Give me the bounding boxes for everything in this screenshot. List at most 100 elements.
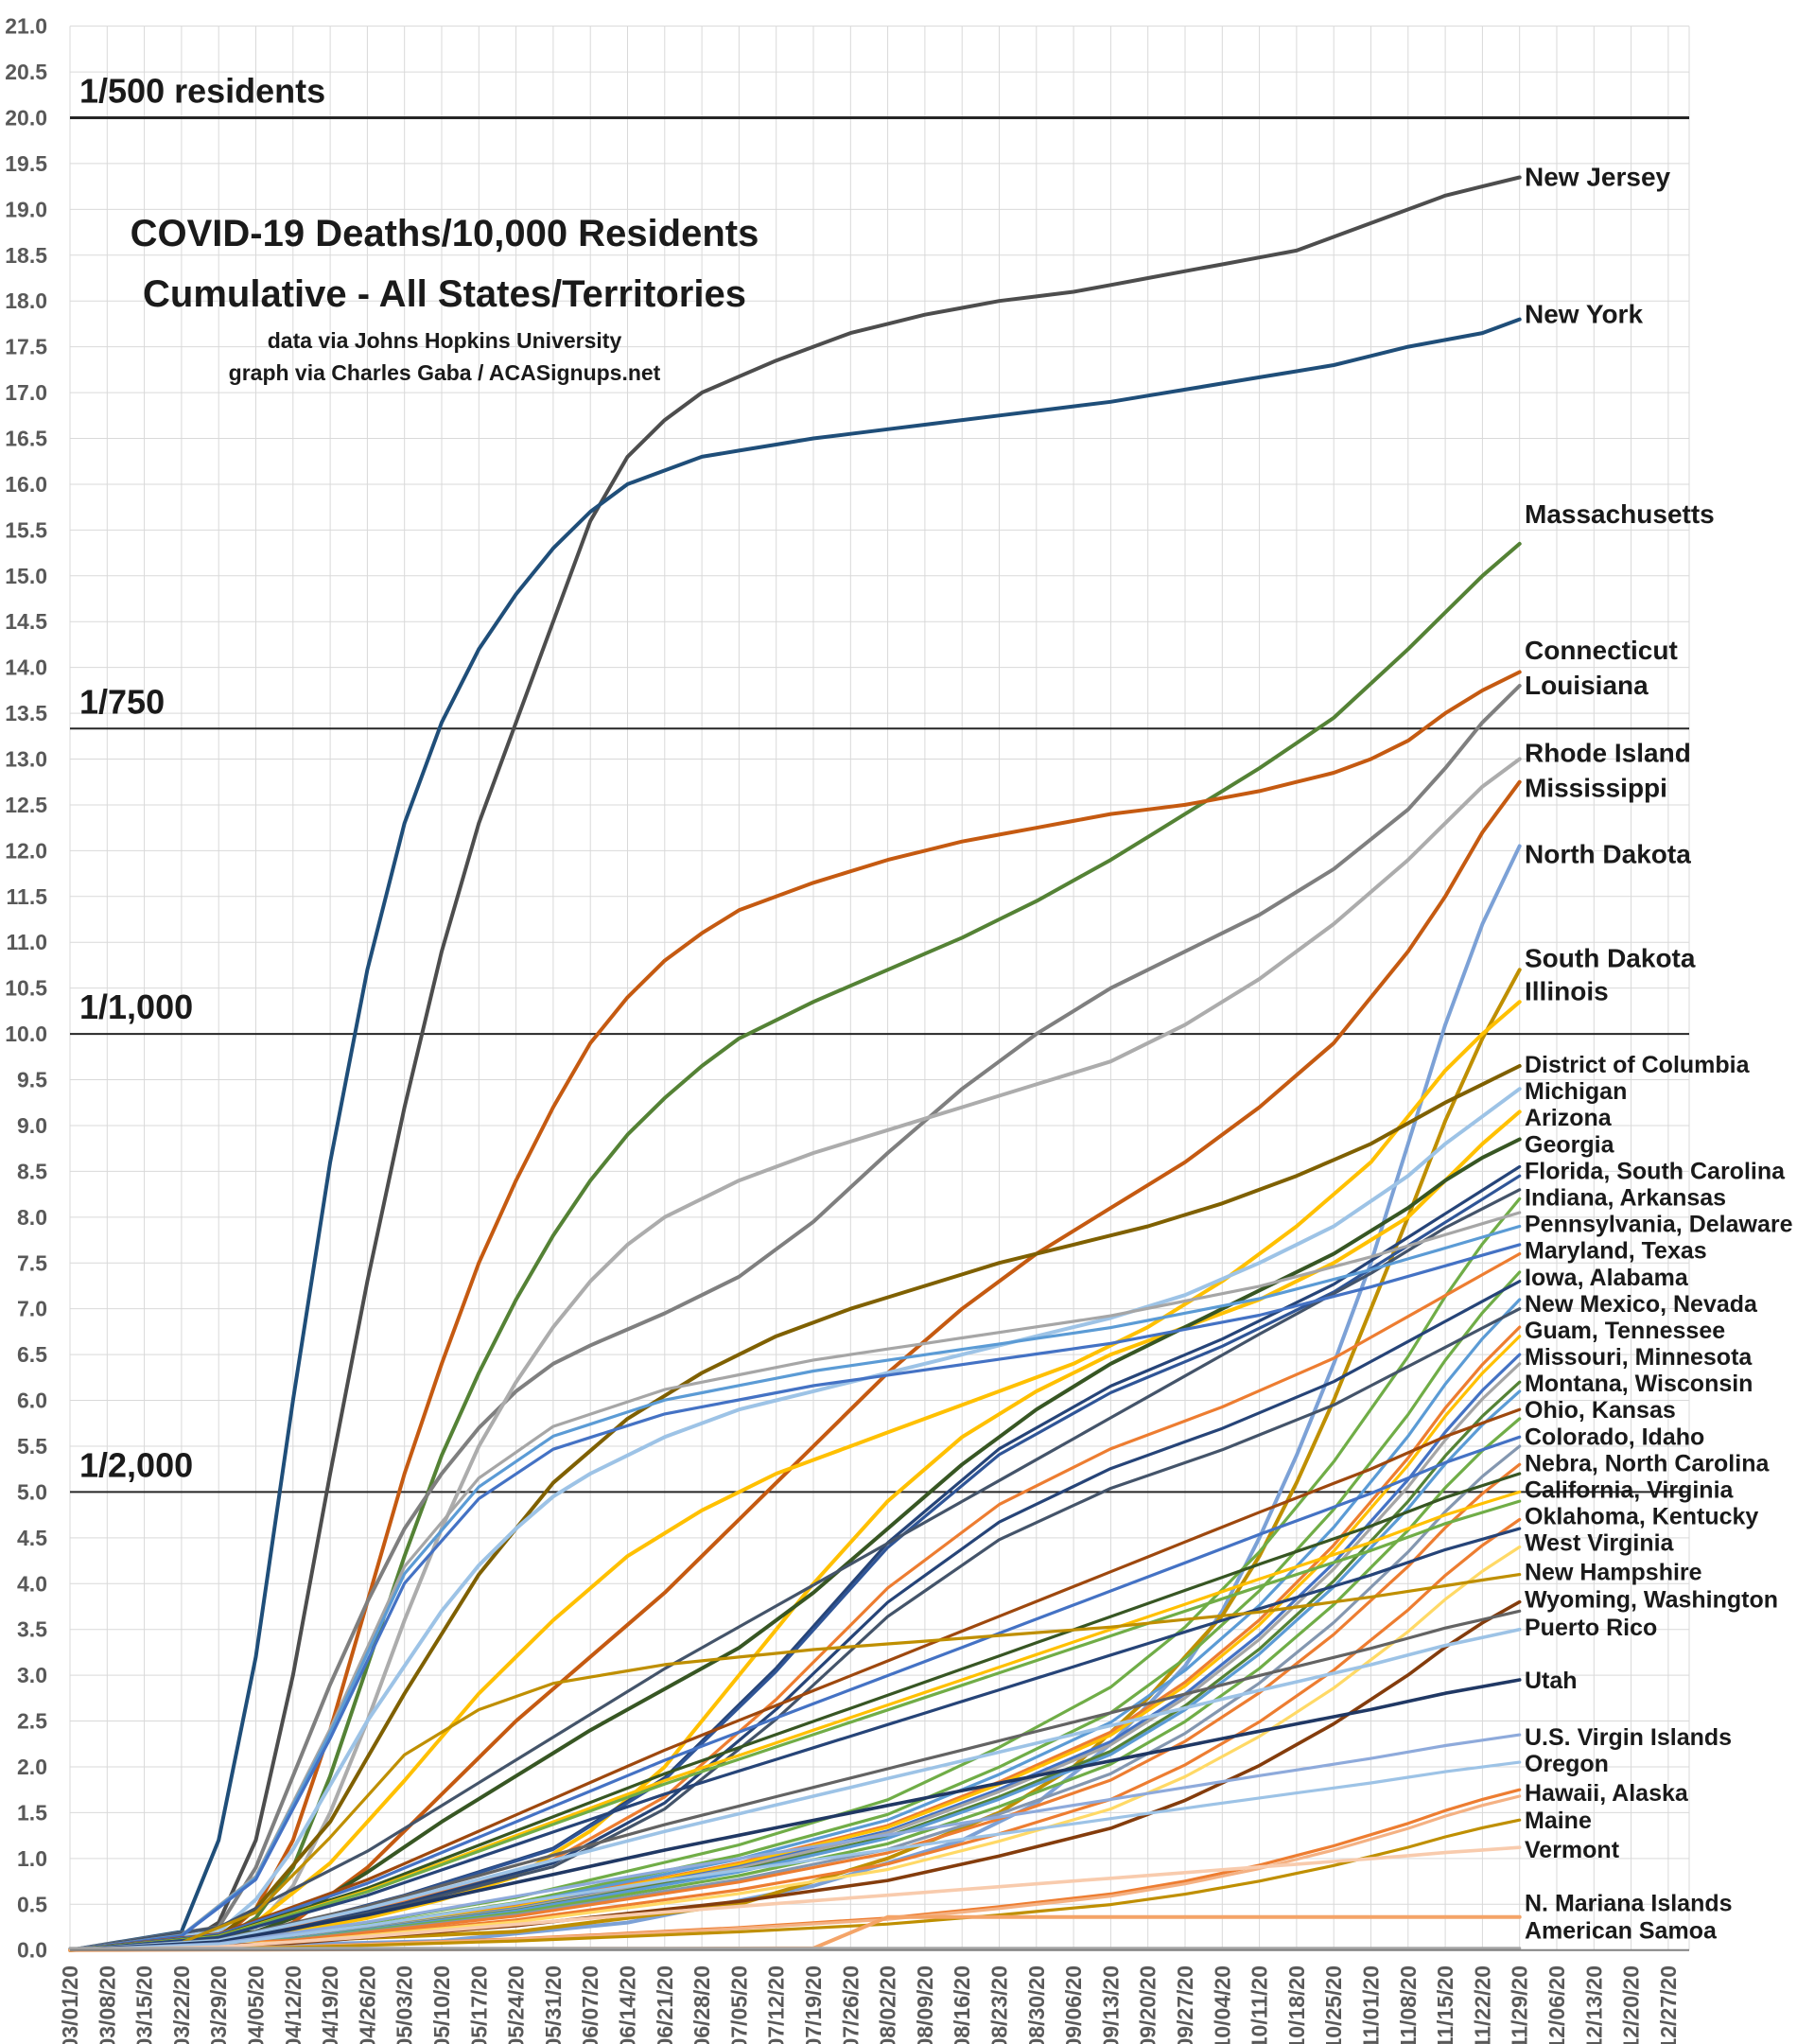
x-axis-tick-label: 04/19/20 [318, 1965, 342, 2044]
series-label: Nebra, North Carolina [1525, 1450, 1770, 1476]
series-line-vermont [68, 1845, 1522, 1952]
y-axis-tick-label: 2.5 [17, 1709, 47, 1734]
y-axis-tick-label: 13.5 [5, 701, 47, 725]
series-line-massachusetts [68, 541, 1522, 1952]
y-axis-tick-label: 17.5 [5, 335, 47, 359]
series-label: Maine [1525, 1808, 1592, 1834]
x-axis-tick-label: 09/13/20 [1098, 1965, 1123, 2044]
reference-line-label: 1/500 residents [79, 72, 325, 111]
x-axis-tick-label: 08/02/20 [876, 1965, 900, 2044]
series-line-district-of-columbia [68, 1064, 1522, 1952]
series-label: Rhode Island [1525, 739, 1691, 768]
x-axis-tick-label: 08/09/20 [913, 1965, 937, 2044]
series-label: Missouri, Minnesota [1525, 1344, 1753, 1371]
series-line-u-s-virgin-islands [68, 1733, 1522, 1952]
x-axis-tick-label: 10/18/20 [1284, 1965, 1309, 2044]
x-axis-tick-label: 11/29/20 [1508, 1965, 1532, 2044]
x-axis-tick-label: 07/26/20 [838, 1965, 863, 2044]
y-axis-tick-label: 17.0 [5, 380, 47, 405]
series-label: Florida, South Carolina [1525, 1158, 1786, 1184]
x-axis-tick-label: 07/05/20 [726, 1965, 751, 2044]
y-axis-tick-label: 16.0 [5, 472, 47, 497]
chart-title-block: COVID-19 Deaths/10,000 Residents Cumulat… [113, 203, 776, 389]
y-axis-tick-label: 0.0 [17, 1938, 47, 1963]
series-line-louisiana [68, 684, 1522, 1952]
x-axis-tick-label: 09/27/20 [1173, 1965, 1197, 2044]
series-line-ohio [68, 1407, 1522, 1952]
x-axis-tick-label: 04/05/20 [244, 1965, 269, 2044]
reference-line-label: 1/2,000 [79, 1445, 193, 1484]
series-label: Georgia [1525, 1131, 1615, 1158]
x-axis-tick-label: 10/25/20 [1321, 1965, 1346, 2044]
series-label: Colorado, Idaho [1525, 1424, 1704, 1450]
x-axis-tick-label: 05/17/20 [466, 1965, 491, 2044]
series-label: North Dakota [1525, 839, 1691, 868]
y-axis-tick-label: 9.0 [17, 1113, 47, 1138]
series-label: Connecticut [1525, 636, 1678, 665]
x-axis-tick-label: 12/27/20 [1656, 1965, 1681, 2044]
series-label: District of Columbia [1525, 1052, 1751, 1078]
y-axis-tick-label: 11.0 [7, 930, 48, 954]
x-axis-tick-label: 07/12/20 [764, 1965, 789, 2044]
series-label: N. Mariana Islands [1525, 1890, 1733, 1916]
x-axis-tick-label: 03/29/20 [206, 1965, 231, 2044]
y-axis-tick-label: 10.5 [5, 976, 47, 1001]
y-axis-tick-label: 8.5 [17, 1159, 47, 1183]
y-axis-tick-label: 16.5 [5, 427, 47, 451]
y-axis-tick-label: 14.0 [5, 655, 47, 680]
x-axis-tick-label: 12/13/20 [1581, 1965, 1606, 2044]
y-axis-tick-label: 10.0 [5, 1022, 47, 1046]
chart-subtitle: Cumulative - All States/Territories [143, 273, 746, 315]
x-axis-tick-label: 05/31/20 [541, 1965, 566, 2044]
x-axis-tick-label: 03/08/20 [95, 1965, 119, 2044]
y-axis-tick-label: 18.5 [5, 243, 47, 268]
y-axis-tick-label: 15.5 [5, 517, 47, 542]
y-axis-tick-label: 14.5 [5, 609, 47, 634]
series-label: New York [1525, 300, 1643, 329]
y-axis-tick-label: 13.0 [5, 747, 47, 772]
y-axis-tick-label: 15.0 [5, 564, 47, 588]
series-label: American Samoa [1525, 1917, 1718, 1944]
series-line-wisconsin [68, 1389, 1522, 1952]
x-axis-tick-label: 06/14/20 [616, 1965, 640, 2044]
series-label: New Hampshire [1525, 1560, 1702, 1586]
x-axis-tick-label: 12/20/20 [1619, 1965, 1644, 2044]
x-axis-tick-label: 10/11/20 [1247, 1965, 1272, 2044]
series-label: South Dakota [1525, 944, 1696, 973]
x-axis-tick-label: 08/23/20 [987, 1965, 1012, 2044]
x-axis-tick-label: 10/04/20 [1210, 1965, 1234, 2044]
x-axis-tick-label: 11/22/20 [1470, 1965, 1494, 2044]
series-line-rhode-island [68, 757, 1522, 1952]
y-axis-tick-label: 4.0 [17, 1571, 47, 1596]
series-line-utah [68, 1678, 1522, 1952]
series-label: Montana, Wisconsin [1525, 1371, 1753, 1397]
y-axis-tick-label: 0.5 [17, 1892, 47, 1916]
series-line-maryland [68, 1243, 1522, 1952]
series-line-michigan [68, 1087, 1522, 1952]
x-axis-tick-label: 03/01/20 [58, 1965, 82, 2044]
graph-author-credit: graph via Charles Gaba / ACASignups.net [228, 360, 661, 385]
series-line-new-hampshire [68, 1573, 1522, 1952]
x-axis-tick-label: 03/22/20 [169, 1965, 194, 2044]
series-label: Arizona [1525, 1105, 1613, 1131]
y-axis-tick-label: 1.0 [17, 1846, 47, 1871]
x-axis-tick-label: 11/01/20 [1359, 1965, 1384, 2044]
series-label: Vermont [1525, 1837, 1620, 1863]
y-axis-tick-label: 5.5 [17, 1434, 47, 1459]
x-axis-tick-label: 06/21/20 [653, 1965, 677, 2044]
series-label: California, Virginia [1525, 1476, 1735, 1503]
series-label: Louisiana [1525, 671, 1649, 700]
y-axis-tick-label: 8.0 [17, 1205, 47, 1230]
chart-title: COVID-19 Deaths/10,000 Residents [130, 213, 759, 254]
y-axis-tick-label: 7.5 [17, 1250, 47, 1275]
x-axis-tick-label: 06/28/20 [689, 1965, 714, 2044]
series-label: Michigan [1525, 1078, 1627, 1105]
series-line-kentucky [68, 1527, 1522, 1952]
series-label: Oregon [1525, 1751, 1609, 1777]
series-label: Mississippi [1525, 774, 1667, 803]
y-axis-tick-label: 6.0 [17, 1389, 47, 1413]
y-axis-tick-label: 3.0 [17, 1663, 47, 1687]
x-axis-tick-label: 05/24/20 [504, 1965, 529, 2044]
series-label: Hawaii, Alaska [1525, 1780, 1689, 1807]
